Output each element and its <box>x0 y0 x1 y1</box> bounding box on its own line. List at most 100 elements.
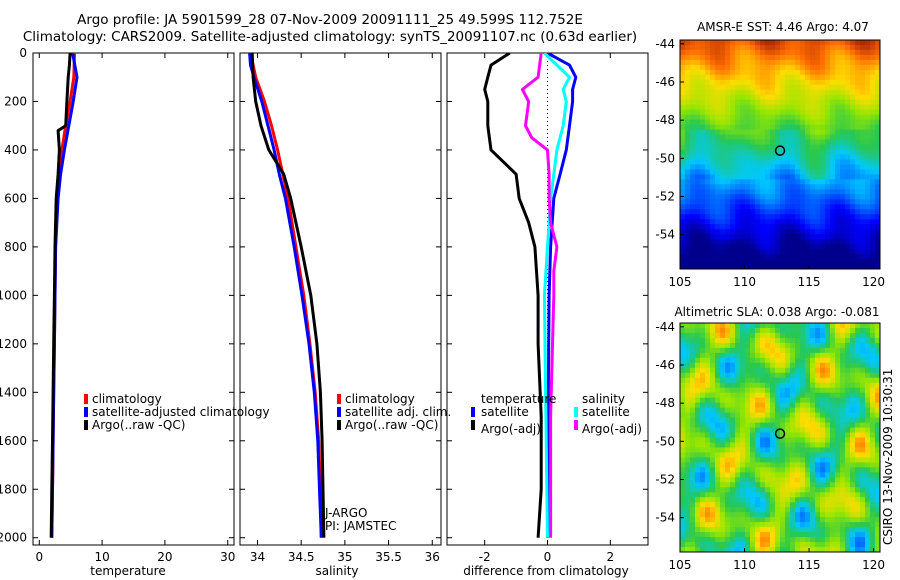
heatmap-cell <box>700 382 706 389</box>
heatmap-cell <box>820 129 826 136</box>
heatmap-cell <box>815 467 821 473</box>
heatmap-cell <box>825 377 831 384</box>
heatmap-cell <box>720 547 726 552</box>
heatmap-cell <box>715 209 721 215</box>
heatmap-cell <box>695 352 701 359</box>
heatmap-cell <box>790 139 796 146</box>
heatmap-cell <box>805 447 811 454</box>
heatmap-cell <box>840 79 846 86</box>
heatmap-cell <box>810 442 816 449</box>
heatmap-cell <box>735 532 741 538</box>
heatmap-cell <box>815 129 821 136</box>
heatmap-cell <box>710 367 716 374</box>
heatmap-cell <box>715 174 721 180</box>
heatmap-cell <box>845 259 851 265</box>
heatmap-cell <box>840 254 846 260</box>
heatmap-cell <box>680 154 686 161</box>
heatmap-cell <box>710 527 716 533</box>
heatmap-cell <box>715 417 721 424</box>
heatmap-cell <box>780 174 786 180</box>
heatmap-cell <box>760 497 766 503</box>
heatmap-cell <box>680 412 686 419</box>
heatmap-cell <box>730 542 736 548</box>
heatmap-cell <box>735 224 741 230</box>
heatmap-cell <box>690 497 696 503</box>
heatmap-cell <box>870 447 876 454</box>
heatmap-cell <box>725 427 731 434</box>
heatmap-cell <box>850 54 856 61</box>
sla-heatmap <box>680 323 880 552</box>
heatmap-cell <box>845 189 851 195</box>
heatmap-cell <box>685 219 691 225</box>
heatmap-cell <box>855 517 861 523</box>
heatmap-cell <box>680 402 686 409</box>
annotation-pi: PI: JAMSTEC <box>325 519 396 533</box>
heatmap-cell <box>685 229 691 235</box>
heatmap-cell <box>870 179 876 185</box>
heatmap-cell <box>795 194 801 200</box>
heatmap-cell <box>825 323 831 329</box>
heatmap-cell <box>775 79 781 86</box>
heatmap-cell <box>750 189 756 195</box>
heatmap-cell <box>835 154 841 161</box>
heatmap-cell <box>740 412 746 419</box>
heatmap-cell <box>795 452 801 459</box>
heatmap-cell <box>860 204 866 210</box>
heatmap-cell <box>830 397 836 404</box>
heatmap-cell <box>830 402 836 409</box>
heatmap-cell <box>755 109 761 116</box>
heatmap-cell <box>705 507 711 513</box>
heatmap-cell <box>800 154 806 161</box>
heatmap-cell <box>840 224 846 230</box>
heatmap-cell <box>685 84 691 91</box>
heatmap-cell <box>700 323 706 329</box>
heatmap-cell <box>745 517 751 523</box>
heatmap-cell <box>745 234 751 240</box>
heatmap-cell <box>730 447 736 454</box>
heatmap-cell <box>755 502 761 508</box>
heatmap-cell <box>865 357 871 364</box>
heatmap-cell <box>680 214 686 220</box>
heatmap-cell <box>810 174 816 180</box>
heatmap-cell <box>795 527 801 533</box>
heatmap-cell <box>870 119 876 126</box>
heatmap-cell <box>765 327 771 334</box>
heatmap-cell <box>810 347 816 354</box>
heatmap-cell <box>820 224 826 230</box>
heatmap-cell <box>735 89 741 96</box>
heatmap-cell <box>790 219 796 225</box>
heatmap-cell <box>805 74 811 81</box>
heatmap-cell <box>820 239 826 245</box>
heatmap-cell <box>865 432 871 439</box>
heatmap-cell <box>760 447 766 454</box>
heatmap-cell <box>825 367 831 374</box>
heatmap-cell <box>840 422 846 429</box>
heatmap-cell <box>835 69 841 76</box>
heatmap-cell <box>870 69 876 76</box>
heatmap-cell <box>825 229 831 235</box>
heatmap-cell <box>770 154 776 161</box>
heatmap-cell <box>830 114 836 121</box>
heatmap-cell <box>795 323 801 329</box>
heatmap-cell <box>720 154 726 161</box>
heatmap-cell <box>795 352 801 359</box>
heatmap-cell <box>830 542 836 548</box>
heatmap-cell <box>860 124 866 131</box>
heatmap-cell <box>855 337 861 344</box>
heatmap-cell <box>750 342 756 349</box>
heatmap-cell <box>855 482 861 488</box>
heatmap-cell <box>710 347 716 354</box>
heatmap-cell <box>690 402 696 409</box>
heatmap-cell <box>830 337 836 344</box>
heatmap-cell <box>830 462 836 468</box>
heatmap-cell <box>700 347 706 354</box>
heatmap-cell <box>735 114 741 121</box>
heatmap-cell <box>805 492 811 498</box>
heatmap-cell <box>870 437 876 444</box>
heatmap-cell <box>775 462 781 468</box>
heatmap-cell <box>690 323 696 329</box>
heatmap-cell <box>870 323 876 329</box>
heatmap-cell <box>870 427 876 434</box>
heatmap-cell <box>775 94 781 101</box>
heatmap-cell <box>725 467 731 473</box>
